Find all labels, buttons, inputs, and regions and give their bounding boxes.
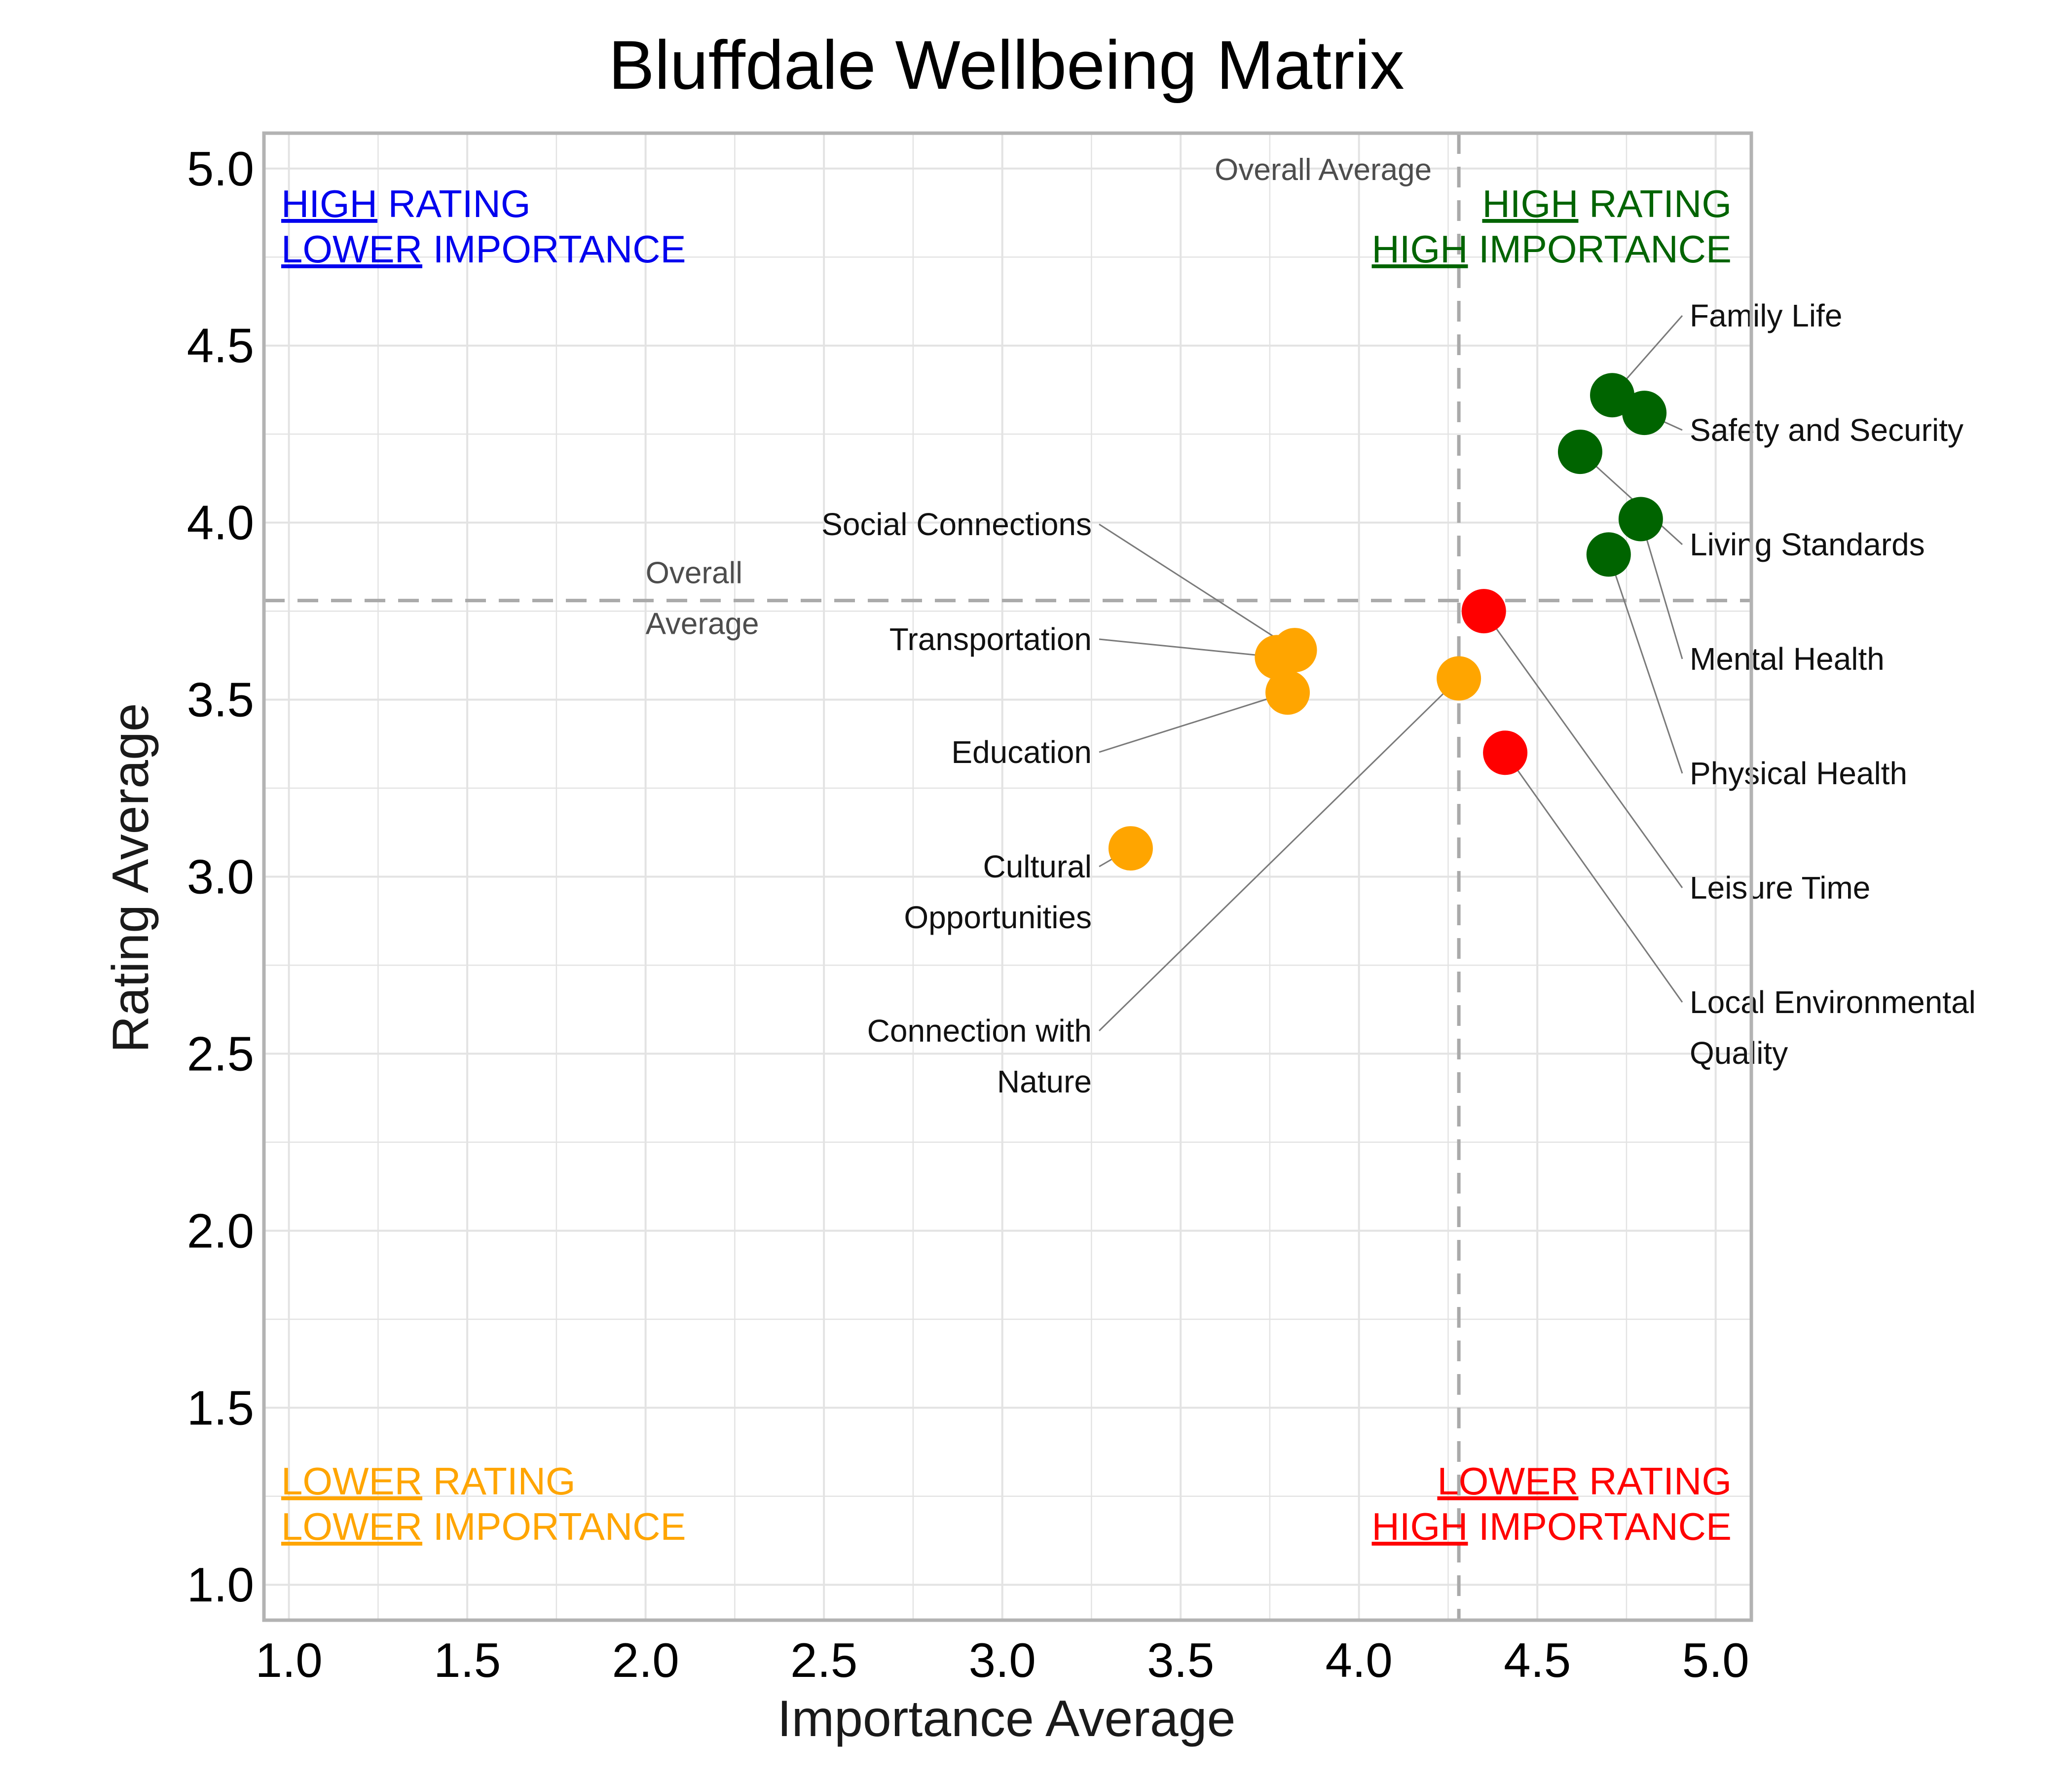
point-label: Cultural bbox=[983, 849, 1092, 884]
y-tick-label: 2.0 bbox=[187, 1203, 254, 1258]
leader-lines bbox=[1098, 315, 1683, 1032]
quadrant-label-text: RATING bbox=[422, 1459, 576, 1503]
data-point bbox=[1461, 589, 1506, 634]
y-tick-label: 1.5 bbox=[187, 1380, 254, 1435]
x-tick-label: 5.0 bbox=[1682, 1633, 1749, 1687]
quadrant-label-text: RATING bbox=[377, 182, 531, 225]
quadrant-label-emphasis: HIGH bbox=[281, 182, 377, 225]
quadrant-label-text: IMPORTANCE bbox=[1468, 227, 1732, 271]
point-label: Nature bbox=[997, 1064, 1092, 1099]
y-tick-label: 3.5 bbox=[187, 673, 254, 727]
quadrant-label-emphasis: LOWER bbox=[281, 1459, 422, 1503]
quadrant-label-emphasis: HIGH bbox=[1372, 227, 1468, 271]
leader-line bbox=[1579, 451, 1683, 545]
grid bbox=[264, 133, 1751, 1620]
y-tick-label: 5.0 bbox=[187, 142, 254, 196]
x-tick-label: 2.5 bbox=[790, 1633, 857, 1687]
quadrant-label-bottom-left: LOWER RATING bbox=[281, 1459, 576, 1503]
x-tick-label: 3.5 bbox=[1147, 1633, 1214, 1687]
quadrant-label-emphasis: LOWER bbox=[281, 1505, 422, 1548]
point-label: Family Life bbox=[1690, 298, 1842, 333]
leader-line bbox=[1099, 638, 1277, 658]
x-tick-label: 3.0 bbox=[969, 1633, 1036, 1687]
quadrant-label-text: RATING bbox=[1578, 1459, 1732, 1503]
data-point bbox=[1557, 430, 1602, 474]
data-point bbox=[1265, 670, 1310, 715]
point-label: Local Environmental bbox=[1690, 984, 1976, 1020]
x-tick-label: 2.0 bbox=[612, 1633, 679, 1687]
point-label: Leisure Time bbox=[1690, 870, 1870, 906]
quadrant-label-bottom-right: HIGH IMPORTANCE bbox=[1372, 1505, 1732, 1548]
chart-title: Bluffdale Wellbeing Matrix bbox=[608, 26, 1404, 104]
y-tick-label: 4.0 bbox=[187, 496, 254, 550]
quadrant-label-top-right: HIGH RATING bbox=[1482, 182, 1732, 225]
quadrant-label-top-left: HIGH RATING bbox=[281, 182, 531, 225]
quadrant-label-top-right: HIGH IMPORTANCE bbox=[1372, 227, 1732, 271]
y-tick-label: 2.5 bbox=[187, 1026, 254, 1081]
overall-average-vertical-label: Overall Average bbox=[1215, 153, 1432, 187]
point-label: Safety and Security bbox=[1690, 412, 1963, 448]
leader-line bbox=[1483, 611, 1683, 888]
data-point bbox=[1483, 730, 1528, 775]
x-tick-label: 4.5 bbox=[1504, 1633, 1571, 1687]
data-point bbox=[1622, 391, 1667, 435]
data-point bbox=[1255, 635, 1299, 680]
leader-line bbox=[1098, 678, 1460, 1032]
data-points bbox=[1108, 373, 1667, 871]
data-point bbox=[1108, 826, 1153, 871]
overall-average-horizontal-label: Average bbox=[646, 607, 759, 641]
point-label: Physical Health bbox=[1690, 756, 1907, 791]
data-point bbox=[1618, 497, 1663, 542]
y-tick-label: 1.0 bbox=[187, 1558, 254, 1612]
quadrant-label-text: IMPORTANCE bbox=[422, 227, 686, 271]
data-point bbox=[1586, 532, 1631, 577]
point-labels: Family Life Safety and Security Living Sta… bbox=[821, 298, 1976, 1099]
leader-line bbox=[1099, 691, 1288, 753]
quadrant-label-text: IMPORTANCE bbox=[422, 1505, 686, 1548]
y-axis-title: Rating Average bbox=[102, 703, 159, 1052]
point-label: Education bbox=[951, 734, 1092, 770]
quadrant-label-emphasis: LOWER bbox=[1437, 1459, 1578, 1503]
quadrant-label-top-left: LOWER IMPORTANCE bbox=[281, 227, 686, 271]
leader-line bbox=[1504, 752, 1683, 1003]
quadrant-label-text: RATING bbox=[1578, 182, 1732, 225]
point-label: Social Connections bbox=[821, 507, 1092, 542]
tick-labels: 1.0 1.5 2.0 2.5 3.0 3.5 4.0 4.5 5.0 1.0 1.5 2.0 2.5 3… bbox=[187, 142, 1749, 1687]
reference-lines: Overall Average Overall Average bbox=[264, 133, 1751, 1620]
overall-average-horizontal-label: Overall bbox=[646, 556, 742, 590]
y-tick-label: 3.0 bbox=[187, 850, 254, 904]
leader-line bbox=[1608, 554, 1683, 774]
quadrant-label-emphasis: HIGH bbox=[1482, 182, 1578, 225]
point-label: Mental Health bbox=[1690, 641, 1885, 677]
leader-line bbox=[1640, 519, 1683, 659]
y-tick-label: 4.5 bbox=[187, 319, 254, 373]
leader-line bbox=[1099, 523, 1295, 651]
x-tick-label: 1.5 bbox=[434, 1633, 501, 1687]
quadrant-label-emphasis: LOWER bbox=[281, 227, 422, 271]
x-tick-label: 4.0 bbox=[1326, 1633, 1393, 1687]
point-label: Transportation bbox=[889, 621, 1092, 657]
point-label: Living Standards bbox=[1690, 527, 1925, 562]
point-label: Opportunities bbox=[904, 900, 1092, 935]
quadrant-label-text: IMPORTANCE bbox=[1468, 1505, 1732, 1548]
data-point bbox=[1437, 656, 1481, 701]
point-label: Quality bbox=[1690, 1035, 1788, 1071]
quadrant-label-bottom-right: LOWER RATING bbox=[1437, 1459, 1732, 1503]
quadrant-label-emphasis: HIGH bbox=[1372, 1505, 1468, 1548]
x-tick-label: 1.0 bbox=[255, 1633, 322, 1687]
x-axis-title: Importance Average bbox=[777, 1690, 1236, 1747]
point-label: Connection with bbox=[867, 1013, 1092, 1049]
quadrant-label-bottom-left: LOWER IMPORTANCE bbox=[281, 1505, 686, 1548]
plot-frame bbox=[262, 131, 1753, 1622]
